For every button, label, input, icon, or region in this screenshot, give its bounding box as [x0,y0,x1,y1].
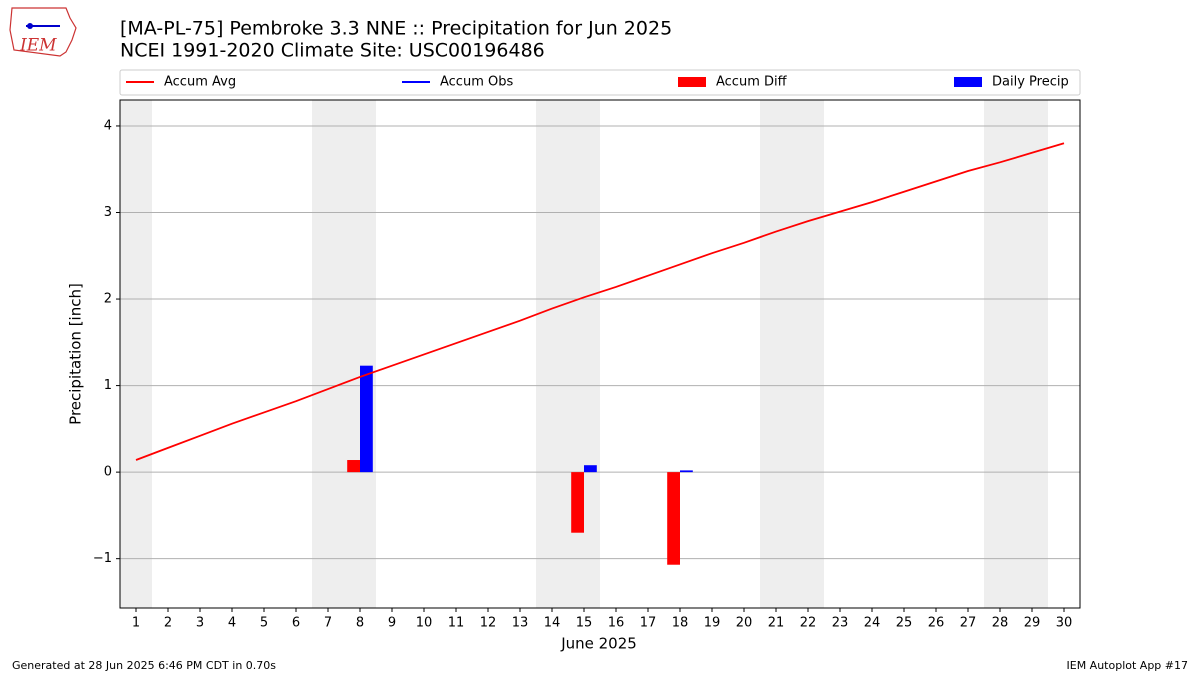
logo-dot [27,23,33,29]
x-tick-label: 22 [800,616,817,631]
legend-box [119,69,1081,96]
x-tick-label: 4 [228,616,236,631]
y-tick-label: 0 [104,465,112,480]
footer-left: Generated at 28 Jun 2025 6:46 PM CDT in … [12,659,276,672]
x-tick-label: 11 [448,616,465,631]
legend-label: Daily Precip [992,75,1069,90]
x-tick-label: 12 [480,616,497,631]
chart-title: [MA-PL-75] Pembroke 3.3 NNE :: Precipita… [120,18,672,40]
logo: IEM [9,7,77,57]
x-tick-label: 19 [704,616,721,631]
bar [571,472,584,533]
x-tick-label: 23 [832,616,849,631]
x-tick-label: 13 [512,616,529,631]
x-tick-label: 1 [132,616,140,631]
legend-swatch [678,77,706,87]
chart-subtitle: NCEI 1991-2020 Climate Site: USC00196486 [120,40,545,62]
x-tick-label: 5 [260,616,268,631]
x-tick-label: 3 [196,616,204,631]
bar [360,365,373,473]
x-tick-label: 27 [960,616,977,631]
x-tick-label: 7 [324,616,332,631]
legend-label: Accum Diff [716,75,788,90]
bar [667,472,680,565]
x-tick-label: 26 [928,616,945,631]
y-tick-label: 3 [104,205,112,220]
x-tick-label: 8 [356,616,364,631]
logo-text: IEM [19,36,57,56]
x-tick-label: 24 [864,616,881,631]
logo-outline [9,7,77,57]
x-tick-label: 17 [640,616,657,631]
x-tick-label: 21 [768,616,785,631]
x-tick-label: 2 [164,616,172,631]
plot-frame [119,99,1081,609]
x-tick-label: 15 [576,616,593,631]
x-tick-label: 16 [608,616,625,631]
footer-right: IEM Autoplot App #17 [1067,659,1189,672]
y-tick-label: 2 [104,292,112,307]
x-tick-label: 6 [292,616,300,631]
weekend-shade [1016,100,1048,608]
bar [347,460,360,473]
line [135,142,1065,461]
legend-swatch [954,77,982,87]
y-tick-label: −1 [93,551,112,566]
bar [584,465,597,473]
x-tick-label: 9 [388,616,396,631]
weekend-shade [792,100,824,608]
x-axis-label: June 2025 [560,635,637,653]
weekend-shade [536,100,568,608]
y-axis-label: Precipitation [inch] [67,283,85,425]
weekend-shade [312,100,344,608]
weekend-shade [120,100,152,608]
weekend-shade [760,100,792,608]
y-tick-label: 4 [104,118,112,133]
x-tick-label: 25 [896,616,913,631]
x-tick-label: 14 [544,616,561,631]
legend-label: Accum Obs [440,75,513,90]
legend-label: Accum Avg [164,75,236,90]
x-tick-label: 28 [992,616,1009,631]
x-tick-label: 29 [1024,616,1041,631]
x-tick-label: 20 [736,616,753,631]
bar [680,470,693,473]
weekend-shade [344,100,376,608]
weekend-shade [984,100,1016,608]
x-tick-label: 18 [672,616,689,631]
x-tick-label: 30 [1056,616,1073,631]
x-tick-label: 10 [416,616,433,631]
y-tick-label: 1 [104,378,112,393]
